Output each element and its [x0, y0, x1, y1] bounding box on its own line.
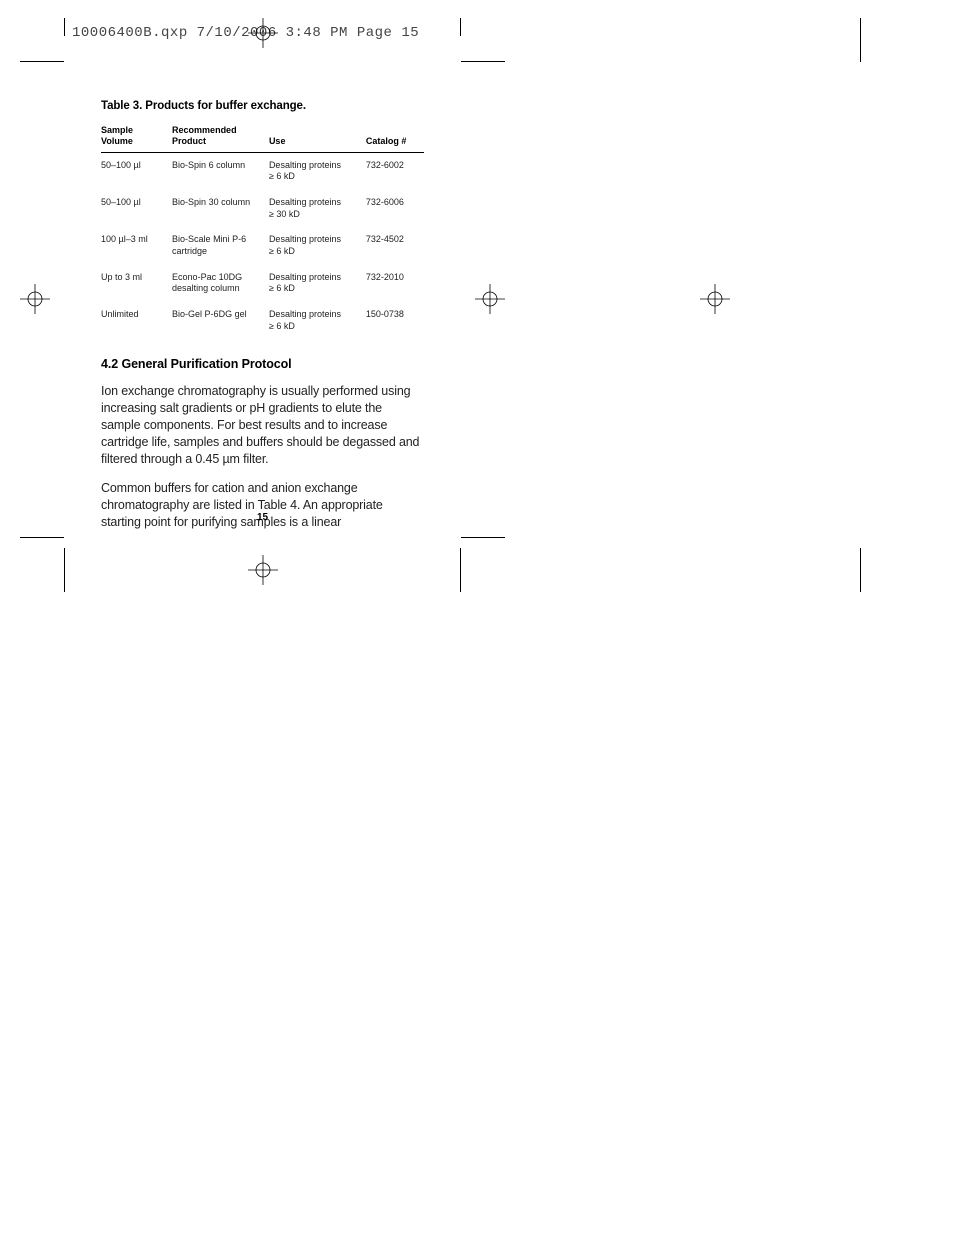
table-cell: 150-0738 [366, 302, 424, 339]
table-cell: Bio-Spin 6 column [172, 152, 269, 190]
table-cell: 50–100 µl [101, 190, 172, 227]
table-cell: 100 µl–3 ml [101, 227, 172, 264]
crop-mark [20, 61, 64, 62]
crop-mark [20, 537, 64, 538]
registration-mark-icon [20, 284, 50, 314]
table-header: RecommendedProduct [172, 125, 269, 152]
table-header-row: SampleVolume RecommendedProduct Use Cata… [101, 125, 424, 152]
print-slug: 10006400B.qxp 7/10/2006 3:48 PM Page 15 [72, 25, 419, 41]
table-header: Catalog # [366, 125, 424, 152]
registration-mark-icon [248, 18, 278, 48]
body-paragraph: Ion exchange chromatography is usually p… [101, 383, 424, 467]
table-cell: 732-6002 [366, 152, 424, 190]
buffer-exchange-table: SampleVolume RecommendedProduct Use Cata… [101, 125, 424, 339]
section-body: Ion exchange chromatography is usually p… [101, 383, 424, 530]
registration-mark-icon [475, 284, 505, 314]
table-cell: Desalting proteins≥ 6 kD [269, 265, 366, 302]
table-cell: 732-2010 [366, 265, 424, 302]
table-cell: Bio-Scale Mini P-6cartridge [172, 227, 269, 264]
table-cell: Bio-Gel P-6DG gel [172, 302, 269, 339]
table-cell: Desalting proteins≥ 6 kD [269, 227, 366, 264]
crop-mark [64, 548, 65, 592]
section-heading: 4.2 General Purification Protocol [101, 357, 424, 371]
table-cell: Econo-Pac 10DGdesalting column [172, 265, 269, 302]
table-row: Up to 3 mlEcono-Pac 10DGdesalting column… [101, 265, 424, 302]
table-header: SampleVolume [101, 125, 172, 152]
table-cell: Desalting proteins≥ 6 kD [269, 152, 366, 190]
crop-mark [460, 548, 461, 592]
table-body: 50–100 µlBio-Spin 6 columnDesalting prot… [101, 152, 424, 339]
table-cell: Bio-Spin 30 column [172, 190, 269, 227]
table-header: Use [269, 125, 366, 152]
table-row: 50–100 µlBio-Spin 30 columnDesalting pro… [101, 190, 424, 227]
crop-mark [64, 18, 65, 36]
crop-mark [460, 18, 461, 36]
page-content: Table 3. Products for buffer exchange. S… [101, 100, 424, 542]
crop-mark [461, 537, 505, 538]
table-cell: 732-6006 [366, 190, 424, 227]
table-row: 100 µl–3 mlBio-Scale Mini P-6cartridgeDe… [101, 227, 424, 264]
table-cell: 732-4502 [366, 227, 424, 264]
crop-mark [461, 61, 505, 62]
table-cell: Desalting proteins≥ 6 kD [269, 302, 366, 339]
table-cell: Up to 3 ml [101, 265, 172, 302]
crop-mark [860, 18, 861, 62]
table-cell: 50–100 µl [101, 152, 172, 190]
registration-mark-icon [700, 284, 730, 314]
table-row: 50–100 µlBio-Spin 6 columnDesalting prot… [101, 152, 424, 190]
registration-mark-icon [248, 555, 278, 585]
page-number: 15 [101, 512, 424, 523]
table-title: Table 3. Products for buffer exchange. [101, 100, 424, 112]
table-row: UnlimitedBio-Gel P-6DG gelDesalting prot… [101, 302, 424, 339]
crop-mark [860, 548, 861, 592]
table-cell: Unlimited [101, 302, 172, 339]
table-cell: Desalting proteins≥ 30 kD [269, 190, 366, 227]
